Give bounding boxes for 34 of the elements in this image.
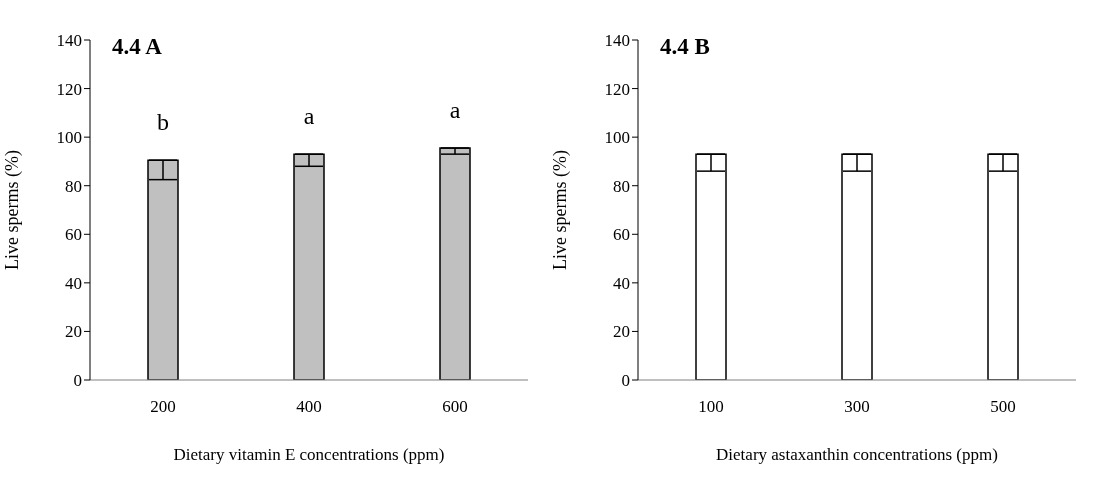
chart-title: 4.4 B <box>660 34 710 60</box>
y-axis-title: Live sperms (%) <box>2 150 24 270</box>
y-tick-label: 40 <box>65 273 82 293</box>
y-tick-label: 20 <box>613 322 630 342</box>
y-tick-label: 100 <box>56 128 82 148</box>
y-tick-label: 120 <box>56 79 82 99</box>
y-tick-label: 80 <box>65 176 82 196</box>
y-tick-label: 140 <box>604 31 630 51</box>
y-tick-label: 20 <box>65 322 82 342</box>
y-tick-label: 60 <box>65 225 82 245</box>
x-tick-label: 600 <box>442 397 468 417</box>
y-tick-label: 0 <box>621 371 630 391</box>
x-axis-title: Dietary vitamin E concentrations (ppm) <box>173 445 445 464</box>
y-tick-label: 100 <box>604 128 630 148</box>
chart-title: 4.4 A <box>112 34 162 60</box>
y-axis-title: Live sperms (%) <box>550 150 572 270</box>
y-tick-label: 120 <box>604 79 630 99</box>
y-tick-label: 80 <box>613 176 630 196</box>
y-tick-label: 0 <box>73 371 82 391</box>
y-tick-label: 40 <box>613 273 630 293</box>
y-tick-label: 60 <box>613 225 630 245</box>
annotation: a <box>303 103 315 130</box>
bar <box>147 159 179 380</box>
bar <box>293 153 325 380</box>
x-tick-label: 300 <box>844 397 870 417</box>
x-tick-label: 500 <box>990 397 1016 417</box>
annotation: a <box>449 97 461 124</box>
y-tick-label: 140 <box>56 31 82 51</box>
annotation: b <box>157 109 169 136</box>
bar <box>439 147 471 380</box>
x-tick-label: 100 <box>698 397 724 417</box>
x-tick-label: 400 <box>296 397 322 417</box>
x-axis-title: Dietary astaxanthin concentrations (ppm) <box>716 445 998 464</box>
x-tick-label: 200 <box>150 397 176 417</box>
